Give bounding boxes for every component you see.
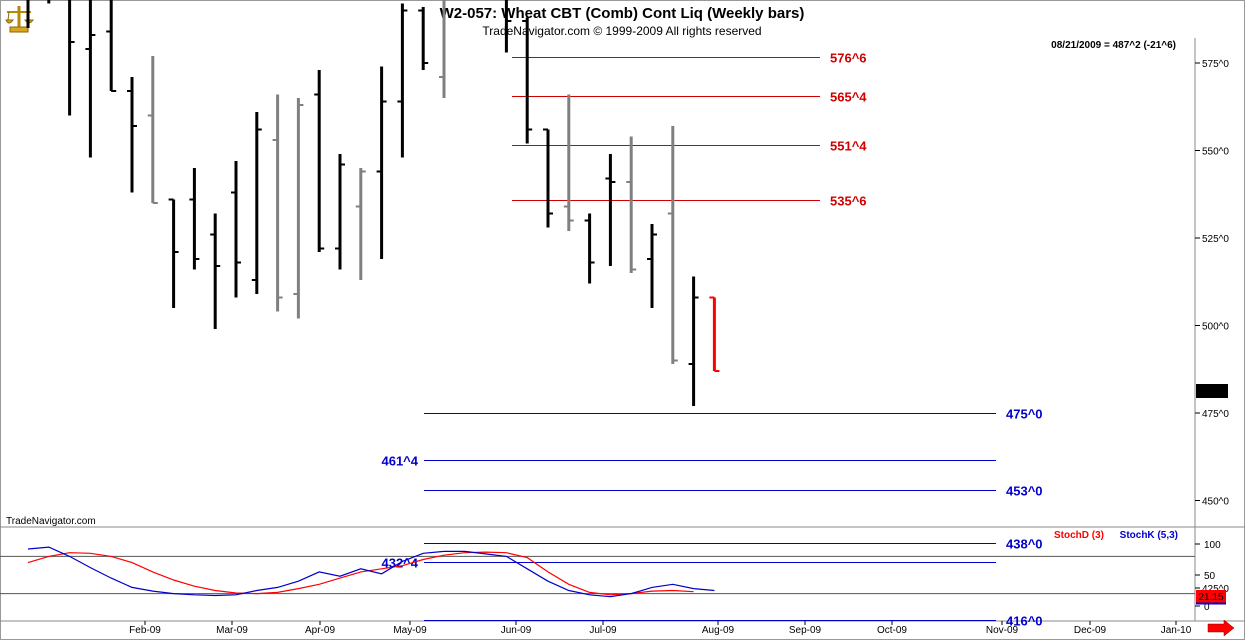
ohlc-bar xyxy=(127,77,137,193)
level-label: 565^4 xyxy=(830,90,867,105)
y-tick-label: 575^0 xyxy=(1202,59,1229,70)
level-lines: 625^2595^2576^6565^4551^4535^6475^0461^4… xyxy=(381,0,1042,629)
stoch-series-line xyxy=(27,546,715,598)
x-tick-label: Jan-10 xyxy=(1161,625,1192,636)
x-tick-label: Oct-09 xyxy=(877,625,907,636)
x-tick-label: Aug-09 xyxy=(702,625,735,636)
ohlc-bar xyxy=(251,112,262,294)
ohlc-bar xyxy=(584,213,595,284)
y-tick-label: 425^0 xyxy=(1202,584,1229,595)
scroll-right-icon[interactable] xyxy=(1207,619,1235,637)
ohlc-bar xyxy=(709,296,720,372)
ohlc-bar xyxy=(355,168,366,280)
last-bar-readout: 08/21/2009 = 487^2 (-21^6) xyxy=(1051,40,1176,51)
ohlc-bar xyxy=(543,128,553,228)
ohlc-bar xyxy=(85,0,96,158)
ohlc-bar xyxy=(605,154,616,266)
level-label: 438^0 xyxy=(1006,537,1043,552)
x-tick-label: May-09 xyxy=(393,625,427,636)
ohlc-bar xyxy=(335,154,345,270)
ohlc-bars xyxy=(26,0,720,406)
ohlc-bar xyxy=(293,98,304,319)
ohlc-bar xyxy=(106,0,117,92)
stoch-tick-label: 100 xyxy=(1204,540,1221,551)
stoch-series-line xyxy=(27,551,694,596)
stoch-last-value-tag: 21.15 xyxy=(1198,592,1223,603)
ohlc-bar xyxy=(376,66,387,259)
ohlc-bar xyxy=(626,136,637,273)
ohlc-bar xyxy=(189,168,200,270)
level-label: 475^0 xyxy=(1006,407,1043,422)
level-label: 453^0 xyxy=(1006,484,1043,499)
x-tick-label: Nov-09 xyxy=(986,625,1019,636)
y-tick-label: 475^0 xyxy=(1202,409,1229,420)
ohlc-bar xyxy=(563,94,574,231)
x-axis: Feb-09 Mar-09 Apr-09 May-09 Jun-09 Jul-09 Aug-… xyxy=(129,621,1192,636)
ohlc-bar xyxy=(647,224,657,308)
ohlc-bar xyxy=(397,3,408,158)
ohlc-bar xyxy=(210,213,221,329)
level-label: 535^6 xyxy=(830,194,867,209)
ohlc-bar xyxy=(504,0,512,53)
level-label: 551^4 xyxy=(830,139,867,154)
y-tick-label: 525^0 xyxy=(1202,234,1229,245)
ohlc-bar xyxy=(439,0,446,98)
scales-of-justice-icon xyxy=(3,2,35,34)
x-tick-label: Dec-09 xyxy=(1074,625,1107,636)
price-y-axis: 675^0650^0625^0600^0575^0550^0525^0500^0… xyxy=(1195,59,1229,595)
ohlc-bar xyxy=(314,70,325,252)
level-label: 461^4 xyxy=(381,454,418,469)
level-label: 416^0 xyxy=(1006,614,1043,629)
x-tick-label: Jun-09 xyxy=(501,625,532,636)
ohlc-bar xyxy=(688,276,699,406)
ohlc-bar xyxy=(418,7,429,70)
stoch-tick-label: 50 xyxy=(1204,571,1216,582)
ohlc-bar xyxy=(68,0,75,116)
stochastic-panel: 100 50 0 xyxy=(0,540,1221,613)
chart-title: W2-057: Wheat CBT (Comb) Cont Liq (Weekl… xyxy=(440,5,805,22)
level-label: 595^2 xyxy=(830,0,867,1)
legend-stochk: StochK (5,3) xyxy=(1120,530,1178,541)
ohlc-bar xyxy=(272,94,283,312)
ohlc-bar xyxy=(231,161,241,298)
y-tick-label: 550^0 xyxy=(1202,147,1229,158)
y-tick-label: 500^0 xyxy=(1202,322,1229,333)
legend-stochd: StochD (3) xyxy=(1054,530,1104,541)
level-label: 576^6 xyxy=(830,51,867,66)
copyright-notice: TradeNavigator.com © 1999-2009 All right… xyxy=(482,24,761,38)
watermark: TradeNavigator.com xyxy=(6,516,96,527)
ohlc-bar xyxy=(26,0,30,28)
x-tick-label: Apr-09 xyxy=(305,625,335,636)
y-tick-label: 450^0 xyxy=(1202,497,1229,508)
ohlc-bar xyxy=(168,198,179,308)
stoch-tick-label: 0 xyxy=(1204,602,1210,613)
x-tick-label: Sep-09 xyxy=(789,625,822,636)
ohlc-bar xyxy=(522,17,533,144)
ohlc-bar xyxy=(667,126,678,364)
x-tick-label: Mar-09 xyxy=(216,625,248,636)
x-tick-label: Jul-09 xyxy=(589,625,617,636)
last-price-tag: 487^2 xyxy=(1199,387,1226,398)
x-tick-label: Feb-09 xyxy=(129,625,161,636)
ohlc-bar xyxy=(147,56,158,204)
